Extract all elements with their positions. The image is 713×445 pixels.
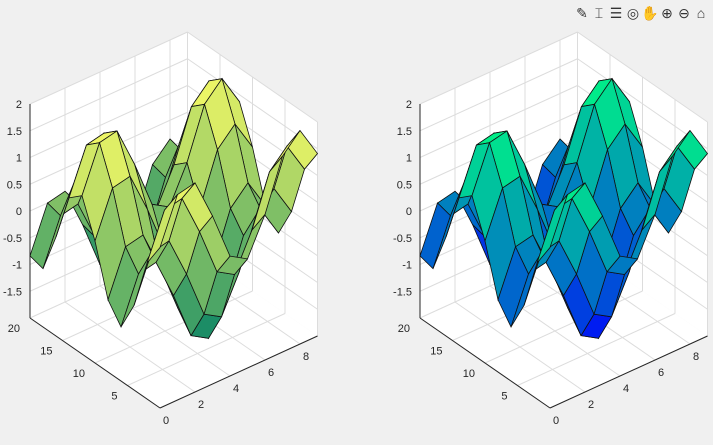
data-cursor-icon[interactable]: ⌶	[594, 4, 604, 21]
grid-line	[577, 58, 708, 150]
z-tick-label: 2	[16, 99, 22, 111]
grid-line	[419, 85, 578, 158]
z-tick-label: 0.5	[397, 179, 412, 191]
y-tick-label: 5	[111, 391, 117, 403]
x-tick-label: 4	[623, 383, 629, 395]
axes-toolbar: ✎ ⌶ ☰ ◎ ✋ ⊕ ⊖ ⌂	[574, 4, 709, 22]
x-tick-label: 0	[163, 415, 169, 427]
grid-line	[127, 313, 286, 386]
z-tick-label: 1	[16, 153, 22, 165]
insert-legend-icon[interactable]: ☰	[609, 4, 623, 21]
z-tick-label: 0	[16, 206, 22, 218]
y-axis-line	[419, 317, 551, 409]
brush-data-icon[interactable]: ✎	[576, 4, 588, 21]
x-tick-label: 6	[268, 367, 274, 379]
y-axis-line	[29, 317, 161, 409]
y-tick-label: 20	[8, 323, 20, 335]
grid-line	[187, 58, 318, 150]
grid-line	[517, 313, 676, 386]
y-tick-label: 5	[501, 391, 507, 403]
y-tick-label: 15	[40, 346, 52, 358]
y-tick-label: 20	[398, 323, 410, 335]
z-tick-label: -0.5	[3, 233, 22, 245]
x-axis-line	[159, 335, 318, 409]
grid-line	[29, 58, 188, 132]
rotate-3d-icon[interactable]: ◎	[626, 4, 640, 21]
z-tick-label: 0.5	[7, 179, 22, 191]
pan-icon[interactable]: ✋	[641, 4, 659, 21]
z-tick-label: 1	[406, 153, 412, 165]
surface-face	[536, 194, 568, 264]
z-tick-label: 2	[406, 99, 412, 111]
z-tick-label: -0.5	[393, 233, 412, 245]
y-tick-label: 10	[73, 368, 85, 380]
x-tick-label: 8	[693, 351, 699, 363]
grid-line	[419, 58, 578, 132]
x-tick-label: 6	[658, 367, 664, 379]
z-tick-label: 0	[406, 206, 412, 218]
z-tick-label: -1.5	[393, 286, 412, 298]
y-tick-label: 15	[430, 346, 442, 358]
restore-view-icon[interactable]: ⌂	[696, 5, 706, 21]
x-tick-label: 2	[588, 399, 594, 411]
x-tick-label: 0	[553, 415, 559, 427]
surface-face	[146, 194, 178, 264]
grid-line	[419, 31, 578, 105]
z-tick-label: 1.5	[397, 126, 412, 138]
z-tick-label: -1.5	[3, 286, 22, 298]
x-tick-label: 4	[233, 383, 239, 395]
x-tick-label: 8	[303, 351, 309, 363]
z-tick-label: -1	[12, 260, 22, 272]
x-tick-label: 2	[198, 399, 204, 411]
grid-line	[187, 31, 318, 123]
surface-axes-1[interactable]: 0 2 4 6 8 5 10 15 20 -1.5 -1 -0.5 0 0.5 1 1.5 2	[3, 31, 319, 427]
y-tick-label: 10	[463, 368, 475, 380]
zoom-out-icon[interactable]: ⊖	[678, 4, 690, 21]
grid-line	[29, 31, 188, 105]
z-tick-label: 1.5	[7, 126, 22, 138]
surface-axes-2[interactable]: 0 2 4 6 8 5 10 15 20 -1.5 -1 -0.5 0 0.5 1 1.5 2	[393, 31, 709, 427]
zoom-in-icon[interactable]: ⊕	[661, 4, 673, 21]
grid-line	[577, 31, 708, 123]
z-tick-label: -1	[402, 260, 412, 272]
x-axis-line	[549, 335, 708, 409]
grid-line	[29, 85, 188, 158]
